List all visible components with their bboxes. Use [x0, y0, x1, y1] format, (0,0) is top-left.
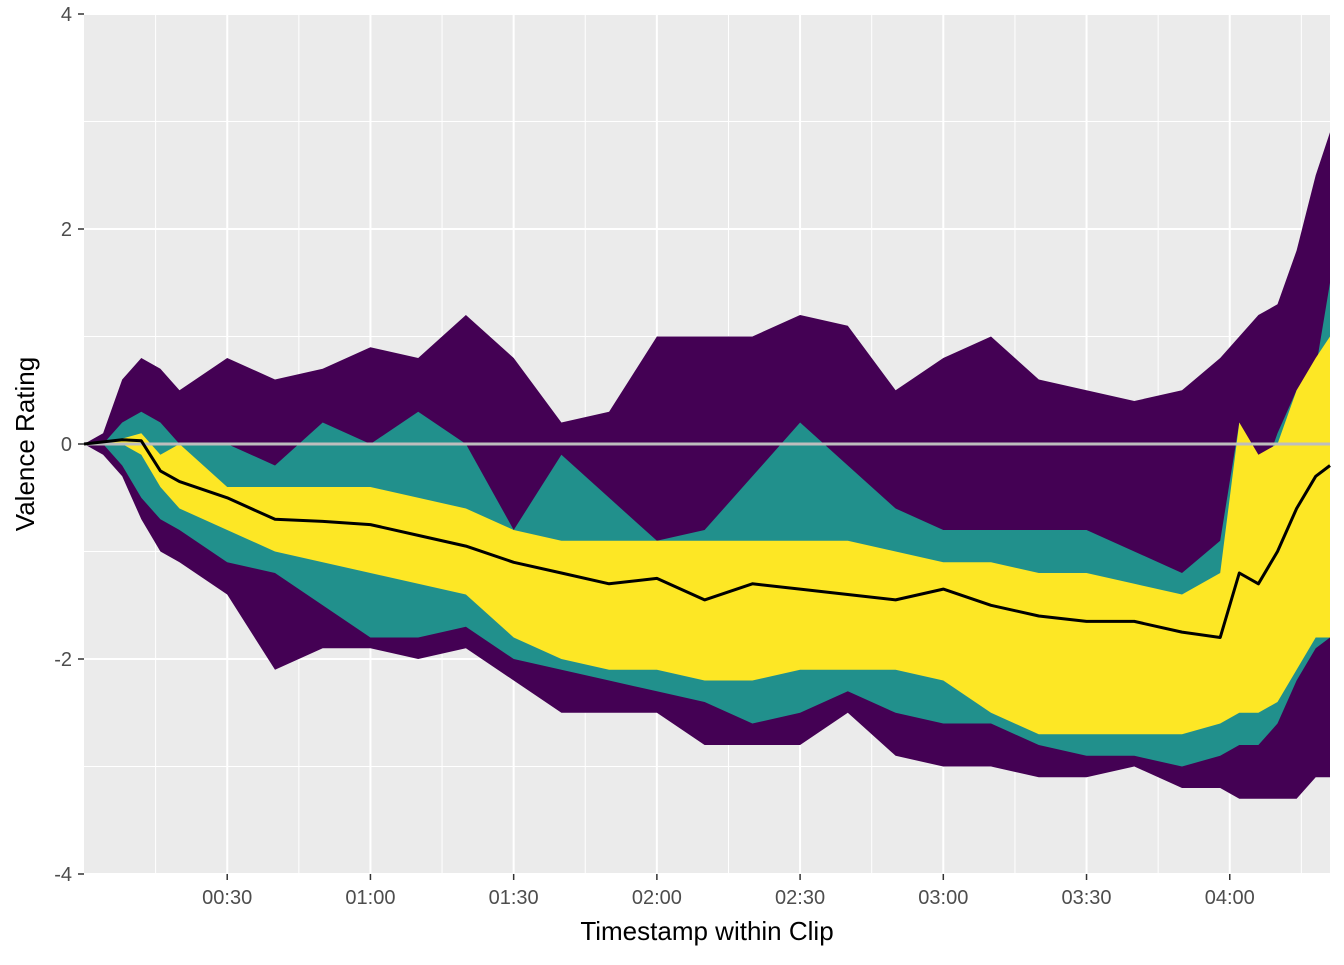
- x-tick-label: 02:30: [775, 887, 825, 909]
- x-tick-label: 01:00: [345, 887, 395, 909]
- x-tick-label: 04:00: [1205, 887, 1255, 909]
- x-tick-label: 01:30: [489, 887, 539, 909]
- y-tick-label: 4: [61, 4, 72, 26]
- x-tick-label: 03:30: [1061, 887, 1111, 909]
- x-tick-label: 00:30: [202, 887, 252, 909]
- inner-band: [84, 336, 1330, 735]
- mean-line: [83, 438, 1331, 639]
- axes: 00:30 01:00 01:30 02:00 02:30 03:00 03:30 04:00…: [54, 4, 1255, 909]
- y-tick-label: -4: [54, 864, 72, 886]
- ribbon-bands: [84, 132, 1330, 799]
- mean-line-layer: [83, 438, 1331, 639]
- x-axis-title: Timestamp within Clip: [580, 916, 833, 946]
- y-tick-label: -2: [54, 649, 72, 671]
- x-tick-label: 03:00: [918, 887, 968, 909]
- x-tick-label: 02:00: [632, 887, 682, 909]
- y-tick-label: 0: [61, 434, 72, 456]
- y-tick-label: 2: [61, 219, 72, 241]
- y-axis-title: Valence Rating: [10, 357, 40, 531]
